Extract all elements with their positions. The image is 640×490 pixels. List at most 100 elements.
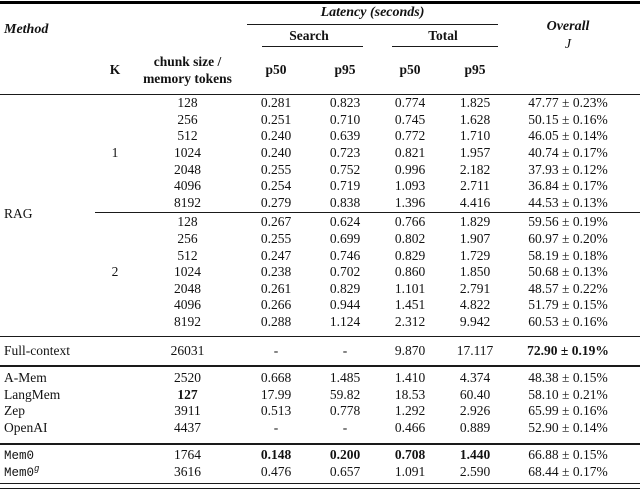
cell-overall: 58.19 ± 0.18% bbox=[528, 247, 608, 263]
table-row-a-mem: A-Mem 2520 0.668 1.485 1.410 4.374 48.38 ± 0.1… bbox=[0, 370, 640, 387]
table-row-full-context: Full-context 26031 - - 9.870 17.117 72.9… bbox=[0, 337, 640, 365]
cell-total-p50: 1.410 bbox=[394, 370, 426, 386]
cell-search-p95: 0.829 bbox=[329, 280, 361, 296]
k-value-1: 1 bbox=[111, 145, 119, 160]
cell-search-p50: 0.261 bbox=[260, 280, 292, 296]
cell-chunk-size: 4437 bbox=[174, 419, 201, 435]
cell-chunk-size: 2048 bbox=[174, 280, 201, 296]
cell-chunk-size: 8192 bbox=[174, 314, 201, 330]
table-row: 8192 0.288 1.124 2.312 9.942 60.53 ± 0.16% bbox=[0, 314, 640, 331]
cell-search-p95: 0.657 bbox=[329, 464, 361, 480]
cell-search-p95: 0.200 bbox=[329, 447, 361, 463]
cell-total-p95: 2.182 bbox=[459, 161, 491, 177]
cell-search-p50: 0.247 bbox=[260, 247, 292, 263]
cell-search-p95: 0.723 bbox=[329, 145, 361, 161]
column-header-method: Method bbox=[4, 22, 49, 37]
cell-search-p95: 1.485 bbox=[329, 370, 361, 386]
cell-overall: 48.57 ± 0.22% bbox=[528, 280, 608, 296]
column-header-chunk-line2: memory tokens bbox=[143, 71, 232, 86]
cell-overall: 60.53 ± 0.16% bbox=[528, 314, 608, 330]
column-header-total-p95: p95 bbox=[464, 62, 486, 77]
cell-total-p50: 0.860 bbox=[394, 264, 426, 280]
cell-total-p95: 4.374 bbox=[459, 370, 491, 386]
cell-chunk-size: 2520 bbox=[174, 370, 201, 386]
cell-chunk-size: 1764 bbox=[174, 447, 201, 463]
cell-search-p95: 1.124 bbox=[329, 314, 361, 330]
table-row: 512 0.247 0.746 0.829 1.729 58.19 ± 0.18% bbox=[0, 247, 640, 264]
cell-total-p95: 1.825 bbox=[459, 95, 491, 111]
cell-total-p95: 1.628 bbox=[459, 111, 491, 127]
cell-search-p50: 0.255 bbox=[260, 161, 292, 177]
column-header-overall: Overall bbox=[546, 19, 590, 34]
cell-overall: 36.84 ± 0.17% bbox=[528, 178, 608, 194]
header-bottom-rule bbox=[0, 94, 640, 95]
cell-total-p50: 0.802 bbox=[394, 231, 426, 247]
cell-search-p95: 0.944 bbox=[329, 297, 361, 313]
cell-chunk-size: 4096 bbox=[174, 178, 201, 194]
cell-total-p95: 1.829 bbox=[459, 214, 491, 230]
cell-search-p95: 0.752 bbox=[329, 161, 361, 177]
cell-overall: 50.68 ± 0.13% bbox=[528, 264, 608, 280]
cell-overall: 68.44 ± 0.17% bbox=[528, 464, 608, 480]
table-row: 1024 0.238 0.702 0.860 1.850 50.68 ± 0.13% bbox=[0, 264, 640, 281]
section-baselines: A-Mem 2520 0.668 1.485 1.410 4.374 48.38 ± 0.1… bbox=[0, 367, 640, 438]
cell-total-p50: 18.53 bbox=[394, 386, 426, 402]
midrule-heavy bbox=[0, 442, 640, 445]
cell-overall: 51.79 ± 0.15% bbox=[528, 297, 608, 313]
table-bottom-rule bbox=[0, 482, 640, 489]
cell-search-p50: 0.267 bbox=[260, 214, 292, 230]
cell-total-p95: 4.416 bbox=[459, 194, 491, 210]
total-group-rule bbox=[392, 46, 498, 47]
cell-chunk-size: 1024 bbox=[174, 264, 201, 280]
cell-total-p95: 4.822 bbox=[459, 297, 491, 313]
table-row-openai: OpenAI 4437 - - 0.466 0.889 52.90 ± 0.14% bbox=[0, 420, 640, 437]
cell-search-p50: 0.513 bbox=[260, 403, 292, 419]
column-group-search: Search bbox=[289, 28, 329, 43]
cell-total-p50: 0.708 bbox=[394, 447, 426, 463]
cell-overall: 47.77 ± 0.23% bbox=[528, 95, 608, 111]
cell-chunk-size: 26031 bbox=[170, 343, 205, 359]
cell-total-p95: 9.942 bbox=[459, 314, 491, 330]
cell-search-p95: 0.639 bbox=[329, 128, 361, 144]
cell-total-p50: 1.396 bbox=[394, 194, 426, 210]
cell-total-p50: 1.292 bbox=[394, 403, 426, 419]
cell-chunk-size: 128 bbox=[177, 214, 198, 230]
cell-search-p50: 0.255 bbox=[260, 231, 292, 247]
cell-search-p50: 0.238 bbox=[260, 264, 292, 280]
cell-total-p50: 2.312 bbox=[394, 314, 426, 330]
cell-overall: 48.38 ± 0.15% bbox=[528, 370, 608, 386]
cell-search-p95: 0.838 bbox=[329, 194, 361, 210]
cell-method: OpenAI bbox=[4, 419, 48, 435]
search-group-rule bbox=[262, 46, 363, 47]
table-row: 4096 0.254 0.719 1.093 2.711 36.84 ± 0.17% bbox=[0, 178, 640, 195]
cell-total-p95: 2.590 bbox=[459, 464, 491, 480]
cell-overall: 60.97 ± 0.20% bbox=[528, 231, 608, 247]
cell-chunk-size: 512 bbox=[177, 247, 198, 263]
cell-search-p95: 59.82 bbox=[329, 386, 361, 402]
cell-total-p95: 2.926 bbox=[459, 403, 491, 419]
cell-method: LangMem bbox=[4, 386, 61, 402]
section-mem0: Mem0 1764 0.148 0.200 0.708 1.440 66.88 ± 0.15… bbox=[0, 445, 640, 483]
table-row: 256 0.255 0.699 0.802 1.907 60.97 ± 0.20% bbox=[0, 231, 640, 248]
cell-overall: 72.90 ± 0.19% bbox=[527, 343, 609, 359]
cell-overall: 52.90 ± 0.14% bbox=[528, 419, 608, 435]
cell-overall: 40.74 ± 0.17% bbox=[528, 145, 608, 161]
cell-overall: 44.53 ± 0.13% bbox=[528, 194, 608, 210]
cell-search-p95: 0.702 bbox=[329, 264, 361, 280]
cell-search-p50: 0.288 bbox=[260, 314, 292, 330]
cell-search-p50: 0.279 bbox=[260, 194, 292, 210]
cell-chunk-size: 1024 bbox=[174, 145, 201, 161]
cell-total-p95: 1.729 bbox=[459, 247, 491, 263]
cell-search-p50: 0.266 bbox=[260, 297, 292, 313]
cell-chunk-size: 2048 bbox=[174, 161, 201, 177]
overall-metric-symbol: J bbox=[564, 37, 572, 52]
cell-chunk-size: 256 bbox=[177, 231, 198, 247]
cell-search-p50: 0.254 bbox=[260, 178, 292, 194]
cell-overall: 50.15 ± 0.16% bbox=[528, 111, 608, 127]
cell-total-p50: 0.996 bbox=[394, 161, 426, 177]
table-row: 4096 0.266 0.944 1.451 4.822 51.79 ± 0.15% bbox=[0, 297, 640, 314]
cell-chunk-size: 4096 bbox=[174, 297, 201, 313]
cell-total-p50: 1.451 bbox=[394, 297, 426, 313]
cell-total-p50: 0.766 bbox=[394, 214, 426, 230]
